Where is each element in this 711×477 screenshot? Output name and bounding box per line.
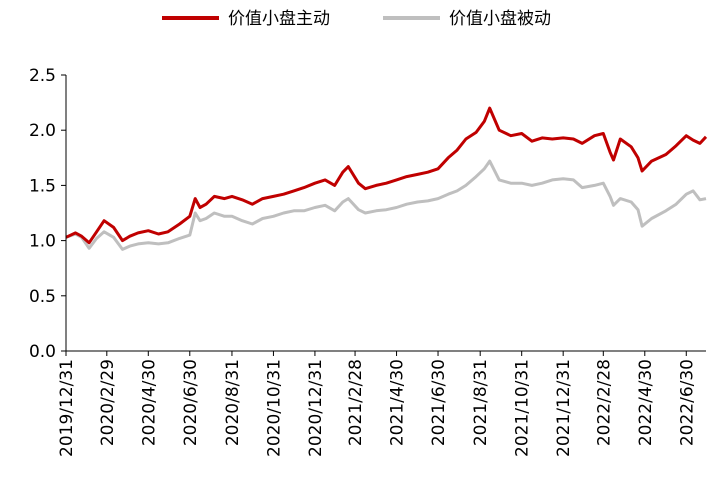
legend-label-1: 价值小盘被动 xyxy=(449,9,551,29)
x-tick-label: 2019/12/31 xyxy=(57,359,77,457)
series-line-0 xyxy=(65,106,708,245)
x-tick-label: 2021/8/31 xyxy=(471,359,491,446)
series-layer xyxy=(65,106,708,251)
x-tick-label: 2020/8/31 xyxy=(223,359,243,446)
x-tick-label: 2020/10/31 xyxy=(264,359,284,457)
x-tick-label: 2021/4/30 xyxy=(388,359,408,446)
x-tick-label: 2020/2/29 xyxy=(98,359,118,446)
x-tick-label: 2020/4/30 xyxy=(139,359,159,446)
x-tick-label: 2021/2/28 xyxy=(346,359,366,446)
y-tick-label: 2.5 xyxy=(29,66,56,86)
x-tick-label: 2020/12/31 xyxy=(306,359,326,457)
series-line-1 xyxy=(65,159,707,251)
x-tick-label: 2020/6/30 xyxy=(181,359,201,446)
x-tick-label: 2021/12/31 xyxy=(554,359,574,457)
x-tick-label: 2021/6/30 xyxy=(429,359,449,446)
y-tick-label: 0.0 xyxy=(29,342,56,362)
x-tick-label: 2022/6/30 xyxy=(677,359,697,446)
legend-label-0: 价值小盘主动 xyxy=(228,9,330,29)
axes: 0.0 0.5 1.0 1.5 2.0 2.5 2019/12/31 2020/2/29 202… xyxy=(29,66,706,457)
y-tick-label: 1.0 xyxy=(29,232,56,252)
y-tick-label: 2.0 xyxy=(29,121,56,141)
x-tick-label: 2022/2/28 xyxy=(594,359,614,446)
y-tick-label: 1.5 xyxy=(29,176,56,196)
x-tick-label: 2021/10/31 xyxy=(513,359,533,457)
y-tick-label: 0.5 xyxy=(29,287,56,307)
legend: 价值小盘主动 价值小盘被动 xyxy=(162,9,551,29)
x-tick-label: 2022/4/30 xyxy=(636,359,656,446)
